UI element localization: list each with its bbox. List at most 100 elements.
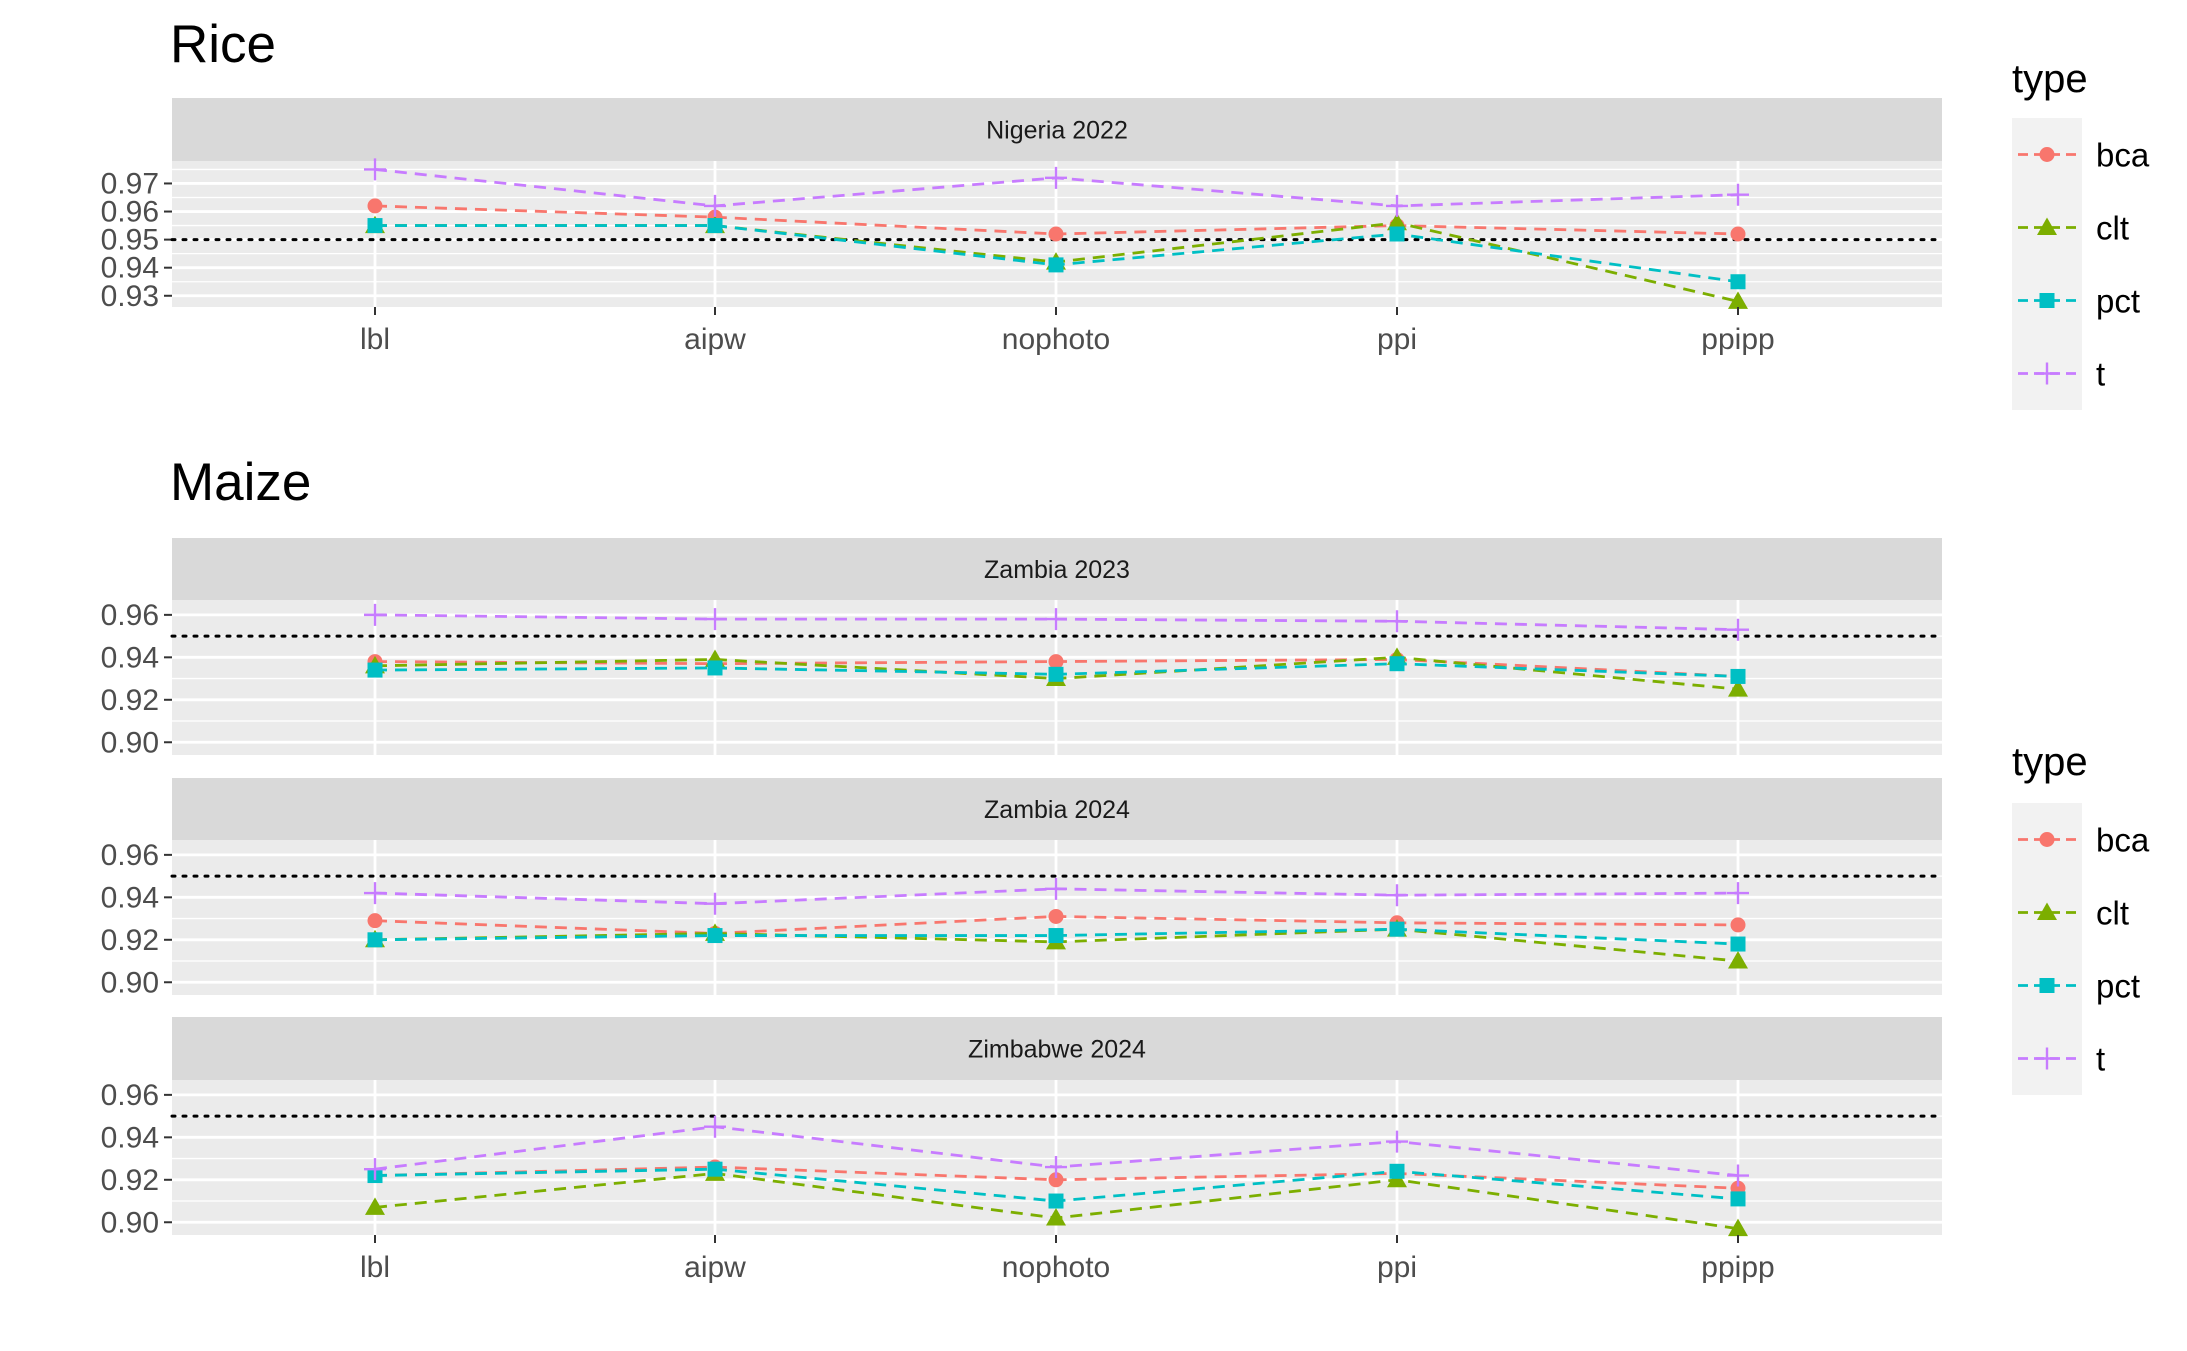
zambia-2023-pct-point-lbl — [367, 662, 383, 678]
zimbabwe-2024-t-point-aipw — [704, 1115, 726, 1138]
x-tick-label-ppipp: ppipp — [1701, 1251, 1774, 1284]
zambia-2023-y-tick-label: 0.96 — [101, 599, 159, 632]
x-tick-label-aipw: aipw — [684, 323, 746, 356]
zambia-2024-bca-point-lbl — [367, 913, 383, 929]
legend-clt-label: clt — [2096, 895, 2129, 932]
zimbabwe-2024-pct-point-aipw — [707, 1161, 723, 1177]
nigeria-2022-clt-point-ppi — [1387, 212, 1407, 231]
zimbabwe-2024-y-tick-label: 0.94 — [101, 1121, 159, 1154]
zimbabwe-2024-y-tick-label: 0.96 — [101, 1079, 159, 1112]
zimbabwe-2024-t-point-nophoto — [1045, 1156, 1067, 1179]
nigeria-2022-y-tick-label: 0.93 — [101, 280, 159, 313]
zambia-2023-t-point-ppipp — [1727, 618, 1749, 641]
nigeria-2022-pct-point-nophoto — [1048, 257, 1064, 273]
rice-section-title: Rice — [170, 15, 276, 74]
nigeria-2022-t-point-ppipp — [1727, 183, 1749, 206]
maize-section-title: Maize — [170, 453, 311, 512]
legend-clt-marker — [2037, 902, 2057, 920]
nigeria-2022-clt-point-ppipp — [1728, 291, 1748, 309]
zambia-2023-t-point-aipw — [704, 608, 726, 631]
zambia-2024-strip-label: Zambia 2024 — [984, 796, 1130, 824]
zambia-2024-y-tick-label: 0.94 — [101, 881, 159, 914]
zimbabwe-2024-y-tick-label: 0.90 — [101, 1206, 159, 1239]
zambia-2023-pct-point-nophoto — [1048, 666, 1064, 682]
nigeria-2022-t-point-aipw — [704, 194, 726, 217]
nigeria-2022-strip — [172, 98, 1942, 161]
legend-pct-marker — [2039, 293, 2055, 308]
nigeria-2022-pct-point-lbl — [367, 218, 383, 234]
legend-key-background — [2012, 118, 2082, 410]
legend-key-background — [2012, 803, 2082, 1095]
x-tick-label-lbl: lbl — [360, 1251, 390, 1284]
x-tick-label-lbl: lbl — [360, 323, 390, 356]
x-tick-label-nophoto: nophoto — [1002, 323, 1110, 356]
zambia-2023-y-tick-label: 0.94 — [101, 641, 159, 674]
zambia-2023-y-tick-label: 0.90 — [101, 726, 159, 759]
zambia-2024-bca-point-ppipp — [1730, 917, 1746, 933]
legend-t-label: t — [2096, 1041, 2105, 1078]
zambia-2024-t-point-aipw — [704, 892, 726, 915]
zambia-2023-t-point-lbl — [364, 603, 386, 626]
facet-zambia-2024: Zambia 2024 0.96 0.94 0.92 0.90 — [101, 778, 1944, 999]
zambia-2023-t-point-ppi — [1386, 610, 1408, 633]
nigeria-2022-y-tick-label: 0.97 — [101, 167, 159, 200]
legend-clt-marker — [2037, 217, 2057, 235]
nigeria-2022-y-tick-label: 0.95 — [101, 224, 159, 257]
zambia-2023-clt-point-ppipp — [1728, 679, 1748, 697]
zambia-2024-pct-point-aipw — [707, 928, 723, 944]
nigeria-2022-y-tick-label: 0.96 — [101, 196, 159, 229]
zimbabwe-2024-pct-point-ppi — [1389, 1163, 1405, 1179]
zambia-2023-y-tick-label: 0.92 — [101, 684, 159, 717]
zambia-2024-pct-point-ppipp — [1730, 936, 1746, 952]
nigeria-2022-pct-point-aipw — [707, 218, 723, 234]
zimbabwe-2024-strip-label: Zimbabwe 2024 — [968, 1036, 1146, 1064]
maize-legend: type bca clt pct t — [2012, 740, 2150, 1095]
zimbabwe-2024-clt-point-nophoto — [1046, 1208, 1066, 1226]
nigeria-2022-t-point-lbl — [364, 158, 386, 181]
zambia-2024-pct-point-nophoto — [1048, 928, 1064, 944]
zimbabwe-2024-t-point-ppi — [1386, 1130, 1408, 1153]
legend-bca-label: bca — [2096, 822, 2150, 859]
zambia-2024-bca-point-nophoto — [1048, 908, 1064, 924]
zimbabwe-2024-t-point-ppipp — [1727, 1164, 1749, 1187]
rice-legend-title: type — [2012, 57, 2088, 101]
nigeria-2022-bca-point-lbl — [367, 198, 383, 214]
zambia-2024-pct-point-lbl — [367, 932, 383, 948]
zambia-2024-y-tick-label: 0.90 — [101, 966, 159, 999]
zambia-2024-pct-point-ppi — [1389, 921, 1405, 937]
legend-t-marker — [2036, 362, 2058, 385]
zambia-2024-strip — [172, 778, 1942, 840]
facet-nigeria-2022: Nigeria 2022 0.970.960.950.940.93 — [101, 98, 1944, 313]
legend-bca-marker — [2039, 832, 2055, 847]
nigeria-2022-bca-point-ppipp — [1730, 226, 1746, 242]
zambia-2024-t-point-ppi — [1386, 884, 1408, 907]
legend-pct-label: pct — [2096, 968, 2140, 1005]
x-tick-label-nophoto: nophoto — [1002, 1251, 1110, 1284]
zimbabwe-2024-clt-point-ppipp — [1728, 1218, 1748, 1237]
rice-x-axis: lbl aipw nophoto ppi ppipp — [360, 307, 1775, 356]
legend-pct-marker — [2039, 978, 2055, 993]
x-tick-label-ppipp: ppipp — [1701, 323, 1774, 356]
rice-legend: type bca clt pct t — [2012, 57, 2150, 410]
legend-pct-label: pct — [2096, 283, 2140, 320]
zimbabwe-2024-strip — [172, 1017, 1942, 1080]
legend-t-marker — [2036, 1047, 2058, 1070]
zimbabwe-2024-pct-point-nophoto — [1048, 1193, 1064, 1209]
zambia-2023-bca-point-nophoto — [1048, 654, 1064, 670]
x-tick-label-ppi: ppi — [1377, 323, 1417, 356]
zambia-2023-pct-point-aipw — [707, 660, 723, 676]
facet-zambia-2023: Zambia 2023 0.96 0.94 0.92 0.90 — [101, 538, 1944, 759]
zimbabwe-2024-clt-point-lbl — [365, 1197, 385, 1215]
legend-t-label: t — [2096, 356, 2105, 393]
nigeria-2022-pct-point-ppipp — [1730, 274, 1746, 290]
zambia-2024-clt-point-ppipp — [1728, 951, 1748, 969]
nigeria-2022-pct-point-ppi — [1389, 226, 1405, 242]
zimbabwe-2024-t-point-lbl — [364, 1158, 386, 1181]
x-tick-label-aipw: aipw — [684, 1251, 746, 1284]
zimbabwe-2024-pct-point-ppipp — [1730, 1191, 1746, 1207]
nigeria-2022-strip-label: Nigeria 2022 — [986, 117, 1128, 145]
zambia-2024-y-tick-label: 0.96 — [101, 839, 159, 872]
legend-clt-label: clt — [2096, 210, 2129, 247]
zambia-2024-t-point-ppipp — [1727, 882, 1749, 905]
